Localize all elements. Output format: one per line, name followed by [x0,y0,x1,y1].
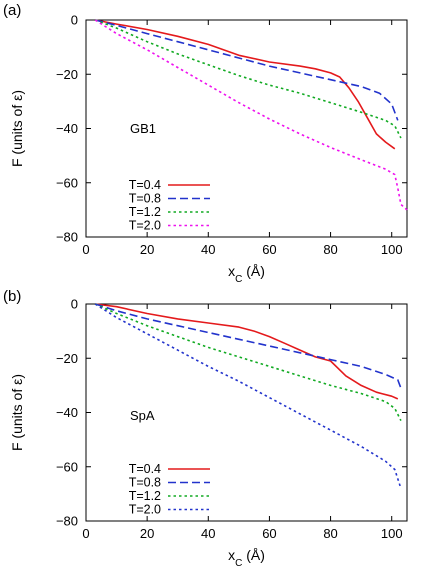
x-tick-label: 0 [82,526,89,541]
x-tick-label: 100 [381,242,403,257]
legend-label: T=1.2 [129,205,161,219]
x-tick-label: 40 [201,242,215,257]
series-line-t-0-4 [95,19,396,150]
x-tick-label: 80 [323,526,337,541]
x-tick-label: 20 [140,242,154,257]
x-tick-label: 40 [201,526,215,541]
x-tick-label: 0 [82,242,89,257]
panel-b: 0 20 40 60 80 100 0 −20 −40 −60 −80 xC (Å) F (units … [3,288,408,569]
y-tick-label: −60 [56,459,78,474]
y-tick-label: −60 [56,175,78,190]
x-tick-label: 60 [262,526,276,541]
y-tick-label: −20 [56,351,78,366]
series-line-t-0-4 [95,303,399,400]
y-tick-label: −40 [56,121,78,136]
series-line-t-0-8 [94,303,402,389]
y-axis-label: F (units of ε) [9,374,25,451]
series-line-t-1-2 [94,303,402,421]
panel-a: 0 20 40 60 80 100 0 −20 −40 −60 −80 xC (Å) F (units … [3,2,408,285]
legend-label: T=1.2 [129,489,161,503]
legend-label: T=0.8 [129,192,161,206]
legend-label: T=0.4 [129,462,161,476]
legend-label: T=2.0 [129,503,161,517]
series-line-t-2-0 [94,303,402,489]
x-axis-label: xC (Å) [228,547,265,569]
series-line-t-2-0 [94,19,408,211]
protein-name: GB1 [130,121,156,136]
x-tick-label: 20 [140,526,154,541]
protein-name: SpA [130,408,155,423]
x-axis-label: xC (Å) [228,263,265,285]
series-line-t-0-8 [95,19,399,121]
y-tick-label: 0 [71,297,78,312]
y-tick-label: −80 [56,230,78,245]
y-axis-label: F (units of ε) [9,90,25,167]
x-tick-label: 80 [323,242,337,257]
y-tick-label: −20 [56,67,78,82]
legend-label: T=0.8 [129,476,161,490]
y-tick-label: 0 [71,13,78,28]
series-line-t-1-2 [94,19,402,139]
y-tick-label: −80 [56,514,78,529]
legend-label: T=0.4 [129,178,161,192]
panel-label: (b) [3,288,21,305]
y-tick-label: −40 [56,405,78,420]
x-tick-label: 60 [262,242,276,257]
legend-label: T=2.0 [129,219,161,233]
x-tick-label: 100 [381,526,403,541]
panel-label: (a) [3,2,21,19]
